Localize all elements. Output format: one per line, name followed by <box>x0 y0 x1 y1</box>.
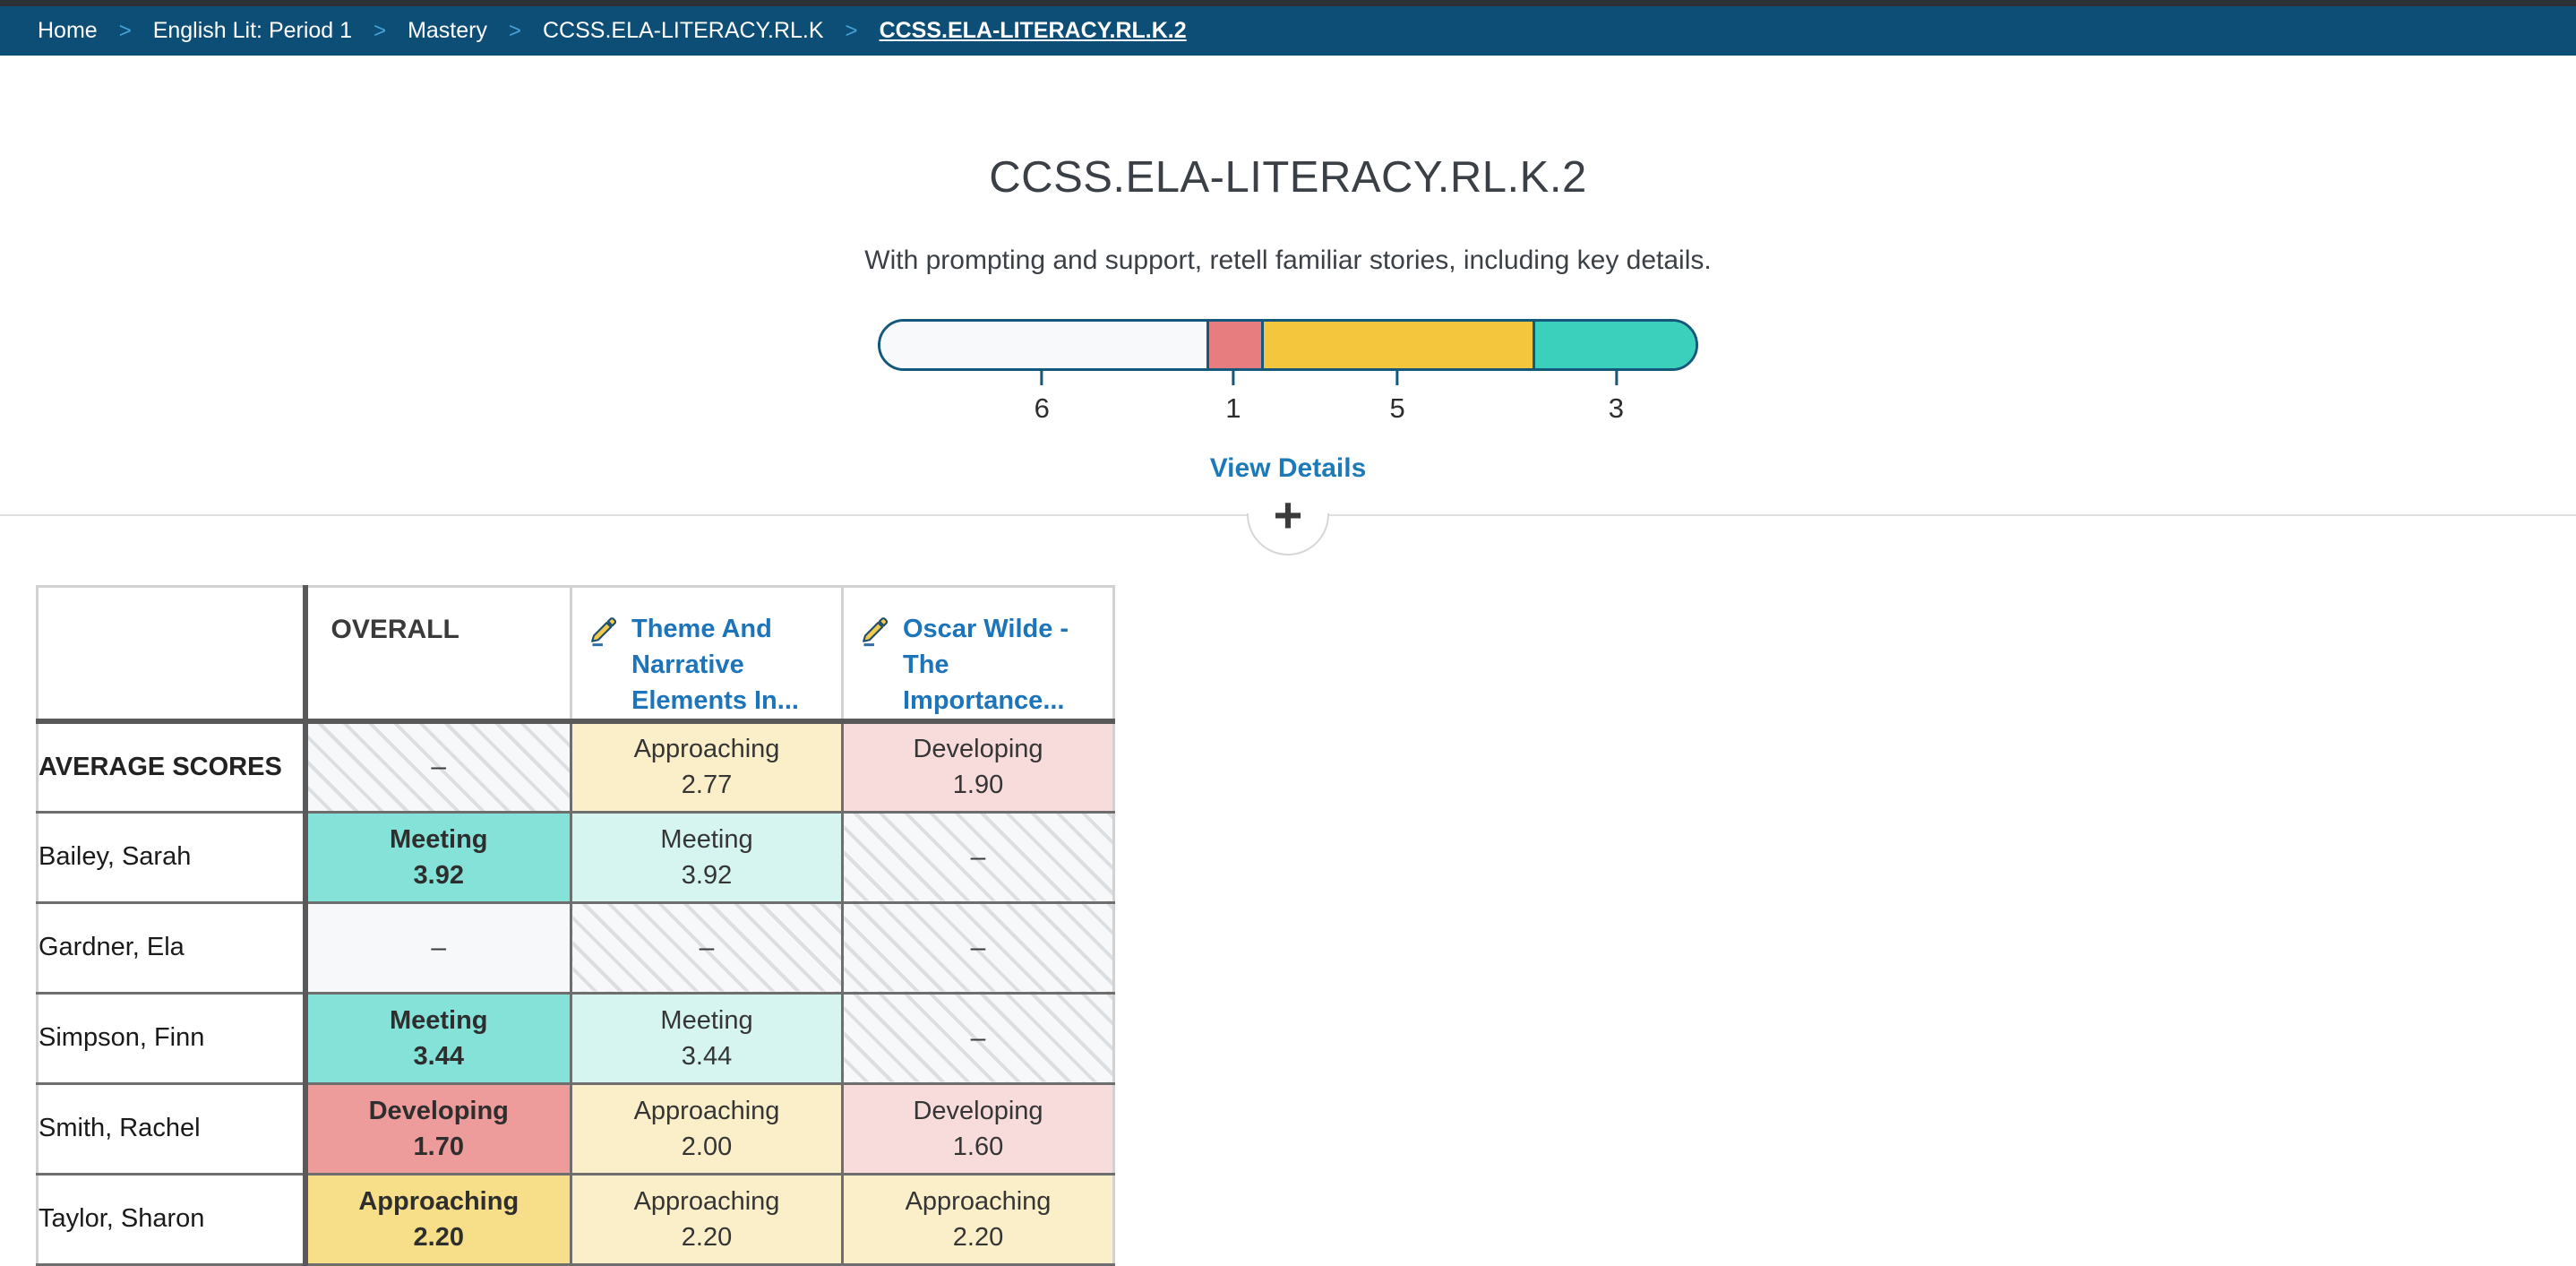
score-cell[interactable]: Meeting 3.92 <box>304 810 572 904</box>
breadcrumb-mastery[interactable]: Mastery <box>408 18 487 43</box>
bar-segment-no-score[interactable] <box>880 322 1206 368</box>
score-cell-empty: – <box>570 900 844 995</box>
bar-segment-meeting[interactable] <box>1532 322 1696 368</box>
pencil-icon <box>591 617 617 647</box>
breadcrumb-separator: > <box>374 18 387 43</box>
assignment-link-1[interactable]: Theme And Narrative Elements In... <box>572 588 841 719</box>
table-row-student: Smith, Rachel Developing 1.70 Approaching… <box>36 1081 1115 1176</box>
score-cell[interactable]: Meeting 3.44 <box>570 991 844 1085</box>
header-row: OVERALL Theme And Narrative Elements In.… <box>36 585 1115 725</box>
overall-column-header: OVERALL <box>304 585 572 725</box>
assignment-title: Oscar Wilde - The Importance... <box>903 615 1069 716</box>
breadcrumb-separator: > <box>118 18 132 43</box>
count-meeting: 3 <box>1608 392 1625 424</box>
score-cell[interactable]: Approaching 2.20 <box>841 1172 1115 1266</box>
assignment-column-header-1: Theme And Narrative Elements In... <box>570 585 844 725</box>
score-cell[interactable]: Approaching 2.00 <box>570 1081 844 1176</box>
student-name: Gardner, Ela <box>36 900 308 995</box>
mastery-distribution-bar: 6 1 5 3 <box>878 319 1698 443</box>
score-cell[interactable]: Meeting 3.44 <box>304 991 572 1085</box>
score-cell-empty: – <box>304 900 572 995</box>
count-approaching: 5 <box>1389 392 1405 424</box>
bar-segment-approaching[interactable] <box>1260 322 1533 368</box>
mastery-bar-track <box>878 319 1698 371</box>
student-name: Bailey, Sarah <box>36 810 308 904</box>
score-cell[interactable]: Approaching 2.20 <box>570 1172 844 1266</box>
bar-segment-developing[interactable] <box>1206 322 1261 368</box>
score-cell-empty: – <box>841 810 1115 904</box>
breadcrumb-home[interactable]: Home <box>38 18 98 43</box>
count-no-score: 6 <box>1034 392 1050 424</box>
corner-header-cell <box>36 585 308 725</box>
overall-label: OVERALL <box>331 615 459 644</box>
bar-tick-labels: 6 1 5 3 <box>878 371 1698 443</box>
breadcrumb-standard-group[interactable]: CCSS.ELA-LITERACY.RL.K <box>543 18 824 43</box>
standard-description: With prompting and support, retell famil… <box>864 245 1712 275</box>
plus-icon: + <box>1273 487 1303 543</box>
breadcrumb-class[interactable]: English Lit: Period 1 <box>152 18 353 43</box>
page-title: CCSS.ELA-LITERACY.RL.K.2 <box>989 153 1587 202</box>
table-row-average: AVERAGE SCORES – Approaching 2.77 Develop… <box>36 719 1115 814</box>
score-cell-empty: – <box>841 991 1115 1085</box>
mastery-grid: OVERALL Theme And Narrative Elements In.… <box>36 585 1115 1266</box>
student-name: Simpson, Finn <box>36 991 308 1085</box>
row-label-average-scores: AVERAGE SCORES <box>36 719 308 814</box>
breadcrumb: Home > English Lit: Period 1 > Mastery >… <box>0 6 2576 56</box>
breadcrumb-separator: > <box>508 18 521 43</box>
breadcrumb-separator: > <box>845 18 858 43</box>
tick-no-score: 6 <box>1035 371 1050 425</box>
add-button[interactable]: + <box>1265 490 1312 540</box>
assignment-title: Theme And Narrative Elements In... <box>631 615 799 716</box>
student-name: Smith, Rachel <box>36 1081 308 1176</box>
score-cell[interactable]: Meeting 3.92 <box>570 810 844 904</box>
score-cell[interactable]: Approaching 2.77 <box>570 719 844 814</box>
pencil-icon <box>863 617 889 647</box>
breadcrumb-current-standard[interactable]: CCSS.ELA-LITERACY.RL.K.2 <box>879 18 1187 43</box>
view-details-link[interactable]: View Details <box>1209 453 1367 483</box>
count-developing: 1 <box>1225 392 1241 424</box>
tick-approaching: 5 <box>1389 371 1405 425</box>
score-cell[interactable]: Approaching 2.20 <box>304 1172 572 1266</box>
score-cell-empty: – <box>841 900 1115 995</box>
tick-developing: 1 <box>1225 371 1241 425</box>
table-row-student: Taylor, Sharon Approaching 2.20 Approachi… <box>36 1172 1115 1266</box>
score-cell[interactable]: Developing 1.90 <box>841 719 1115 814</box>
table-row-student: Simpson, Finn Meeting 3.44 Meeting 3.44 – <box>36 991 1115 1085</box>
assignment-column-header-2: Oscar Wilde - The Importance... <box>841 585 1115 725</box>
score-cell[interactable]: Developing 1.70 <box>304 1081 572 1176</box>
score-cell[interactable]: Developing 1.60 <box>841 1081 1115 1176</box>
table-row-student: Bailey, Sarah Meeting 3.92 Meeting 3.92 – <box>36 810 1115 904</box>
assignment-link-2[interactable]: Oscar Wilde - The Importance... <box>844 588 1112 719</box>
table-row-student: Gardner, Ela – – – <box>36 900 1115 995</box>
tick-meeting: 3 <box>1609 371 1624 425</box>
student-name: Taylor, Sharon <box>36 1172 308 1266</box>
score-cell-empty: – <box>304 719 572 814</box>
window-top-strip <box>0 0 2576 6</box>
